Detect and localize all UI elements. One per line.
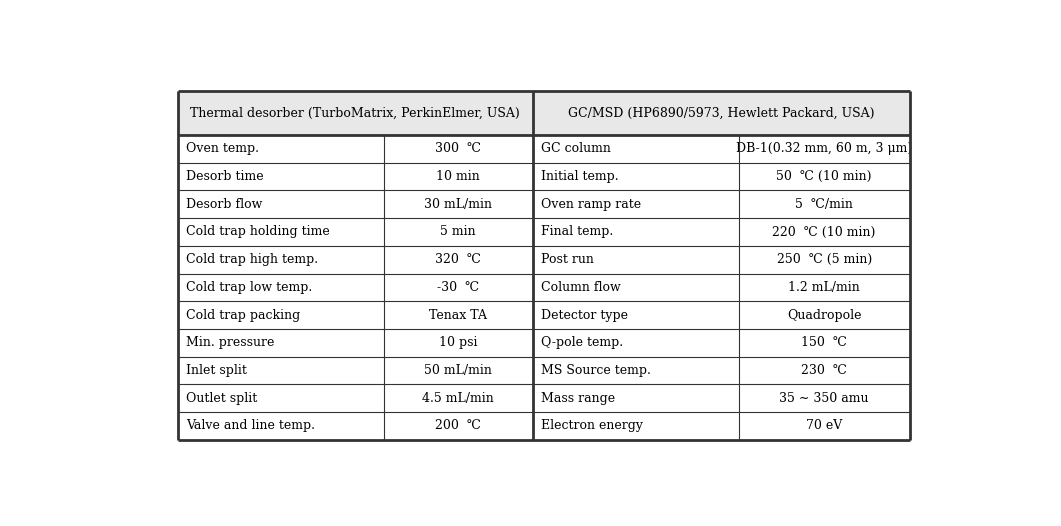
Bar bbox=[178, 385, 384, 412]
Bar bbox=[384, 163, 533, 190]
Text: Q-pole temp.: Q-pole temp. bbox=[541, 336, 623, 349]
Bar bbox=[738, 92, 909, 135]
Bar bbox=[738, 190, 909, 218]
Bar bbox=[384, 385, 533, 412]
Bar bbox=[533, 329, 738, 357]
Bar bbox=[533, 135, 738, 163]
Text: Min. pressure: Min. pressure bbox=[186, 336, 275, 349]
Text: Desorb time: Desorb time bbox=[186, 170, 264, 183]
Bar bbox=[533, 163, 738, 190]
Bar bbox=[533, 246, 738, 274]
Text: GC column: GC column bbox=[541, 143, 611, 155]
Bar bbox=[738, 135, 909, 163]
Text: Oven ramp rate: Oven ramp rate bbox=[541, 198, 641, 211]
Bar bbox=[533, 412, 738, 440]
Bar bbox=[178, 190, 384, 218]
Text: Mass range: Mass range bbox=[541, 392, 615, 404]
Bar bbox=[738, 412, 909, 440]
Text: 70 eV: 70 eV bbox=[806, 419, 842, 432]
Text: Initial temp.: Initial temp. bbox=[541, 170, 619, 183]
Text: Cold trap holding time: Cold trap holding time bbox=[186, 226, 330, 238]
Text: 300  ℃: 300 ℃ bbox=[435, 143, 482, 155]
Text: Inlet split: Inlet split bbox=[186, 364, 247, 377]
Bar bbox=[178, 92, 384, 135]
Text: 30 mL/min: 30 mL/min bbox=[424, 198, 492, 211]
Bar bbox=[178, 357, 384, 385]
Bar bbox=[384, 274, 533, 301]
Bar bbox=[178, 163, 384, 190]
Text: Cold trap low temp.: Cold trap low temp. bbox=[186, 281, 312, 294]
Text: Outlet split: Outlet split bbox=[186, 392, 258, 404]
Bar bbox=[384, 357, 533, 385]
Text: Electron energy: Electron energy bbox=[541, 419, 643, 432]
Bar bbox=[738, 329, 909, 357]
Text: Detector type: Detector type bbox=[541, 309, 628, 321]
Text: Column flow: Column flow bbox=[541, 281, 621, 294]
Text: 150  ℃: 150 ℃ bbox=[801, 336, 847, 349]
Text: Cold trap high temp.: Cold trap high temp. bbox=[186, 253, 318, 266]
Text: Oven temp.: Oven temp. bbox=[186, 143, 259, 155]
Bar bbox=[738, 385, 909, 412]
Bar bbox=[178, 412, 384, 440]
Bar bbox=[738, 301, 909, 329]
Text: Valve and line temp.: Valve and line temp. bbox=[186, 419, 315, 432]
Text: 10 psi: 10 psi bbox=[439, 336, 477, 349]
Text: 35 ∼ 350 amu: 35 ∼ 350 amu bbox=[780, 392, 869, 404]
Text: Quadropole: Quadropole bbox=[787, 309, 862, 321]
Text: 200  ℃: 200 ℃ bbox=[435, 419, 482, 432]
Bar bbox=[533, 357, 738, 385]
Text: Desorb flow: Desorb flow bbox=[186, 198, 262, 211]
Text: Cold trap packing: Cold trap packing bbox=[186, 309, 300, 321]
Text: Tenax TA: Tenax TA bbox=[430, 309, 487, 321]
Text: 250  ℃ (5 min): 250 ℃ (5 min) bbox=[777, 253, 872, 266]
Bar bbox=[384, 301, 533, 329]
Text: 5 min: 5 min bbox=[440, 226, 476, 238]
Text: DB-1(0.32 mm, 60 m, 3 μm): DB-1(0.32 mm, 60 m, 3 μm) bbox=[736, 143, 912, 155]
Text: 50 mL/min: 50 mL/min bbox=[424, 364, 492, 377]
Text: 230  ℃: 230 ℃ bbox=[801, 364, 847, 377]
Bar bbox=[384, 135, 533, 163]
Text: 1.2 mL/min: 1.2 mL/min bbox=[788, 281, 860, 294]
Bar bbox=[384, 246, 533, 274]
Text: MS Source temp.: MS Source temp. bbox=[541, 364, 650, 377]
Text: 220  ℃ (10 min): 220 ℃ (10 min) bbox=[772, 226, 875, 238]
Bar bbox=[178, 329, 384, 357]
Bar bbox=[384, 92, 533, 135]
Bar bbox=[384, 412, 533, 440]
Text: Post run: Post run bbox=[541, 253, 594, 266]
Bar bbox=[738, 246, 909, 274]
Bar bbox=[533, 218, 738, 246]
Text: Thermal desorber (TurboMatrix, PerkinElmer, USA): Thermal desorber (TurboMatrix, PerkinElm… bbox=[190, 107, 520, 120]
Bar bbox=[738, 274, 909, 301]
Bar bbox=[178, 218, 384, 246]
Bar bbox=[738, 163, 909, 190]
Bar bbox=[178, 274, 384, 301]
Text: 5  ℃/min: 5 ℃/min bbox=[795, 198, 853, 211]
Bar bbox=[384, 329, 533, 357]
Bar bbox=[178, 246, 384, 274]
Bar bbox=[738, 218, 909, 246]
Bar bbox=[178, 135, 384, 163]
Bar bbox=[533, 385, 738, 412]
Bar bbox=[533, 301, 738, 329]
Text: 320  ℃: 320 ℃ bbox=[435, 253, 482, 266]
Bar bbox=[738, 357, 909, 385]
Bar bbox=[533, 92, 738, 135]
Text: 4.5 mL/min: 4.5 mL/min bbox=[422, 392, 494, 404]
Text: -30  ℃: -30 ℃ bbox=[437, 281, 480, 294]
Text: 10 min: 10 min bbox=[436, 170, 481, 183]
Text: GC/MSD (HP6890/5973, Hewlett Packard, USA): GC/MSD (HP6890/5973, Hewlett Packard, US… bbox=[568, 107, 874, 120]
Bar bbox=[533, 274, 738, 301]
Bar bbox=[533, 190, 738, 218]
Text: 50  ℃ (10 min): 50 ℃ (10 min) bbox=[777, 170, 872, 183]
Bar bbox=[178, 301, 384, 329]
Text: Final temp.: Final temp. bbox=[541, 226, 613, 238]
Bar bbox=[384, 218, 533, 246]
Bar bbox=[384, 190, 533, 218]
